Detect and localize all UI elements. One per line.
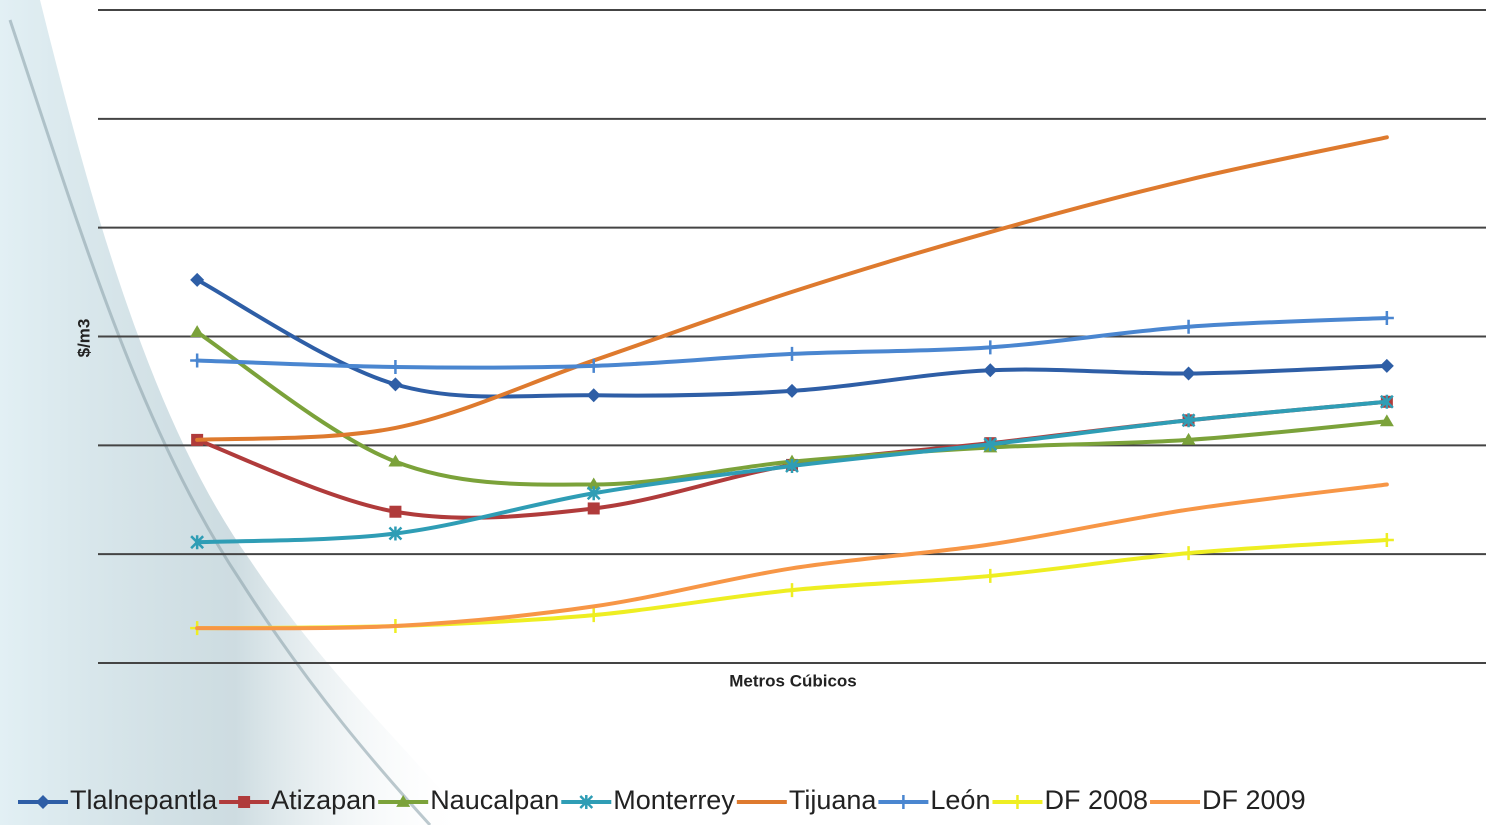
marker [389,505,402,518]
marker [1379,358,1394,373]
legend-label: León [930,785,990,815]
marker [396,795,411,807]
background-splash-edge [8,19,432,825]
marker [1379,310,1394,325]
marker [388,359,403,374]
marker [587,502,600,515]
x-axis-label: Metros Cúbicos [729,671,857,690]
marker [388,526,403,541]
legend-label: Atizapan [271,785,376,815]
marker [190,272,205,287]
marker [785,459,799,474]
marker [1181,432,1196,445]
marker [1181,413,1196,428]
marker [1379,533,1394,548]
legend-label: Naucalpan [430,785,559,815]
plot [190,135,1394,636]
marker [1379,394,1394,409]
marker [388,454,403,467]
marker [579,795,594,809]
series-line [195,277,1389,399]
marker [586,388,601,403]
marker [190,353,205,368]
y-axis-label: $/m3 [74,319,93,358]
marker [785,383,799,398]
series-line [195,135,1389,442]
marker [785,583,799,598]
grid [98,9,1486,664]
marker [586,608,601,623]
marker [586,477,601,490]
marker [983,437,998,452]
marker [983,340,998,355]
marker [896,795,911,809]
marker [238,796,251,808]
marker [586,486,601,501]
marker [1181,366,1196,381]
series-line [195,482,1389,631]
marker [190,325,205,338]
marker [983,363,998,378]
legend-label: Monterrey [613,785,735,815]
legend-label: Tijuana [789,785,878,815]
marker [586,358,601,373]
marker [1181,319,1196,334]
marker [983,568,998,583]
marker [388,377,403,392]
legend-label: DF 2009 [1202,785,1306,815]
legend-label: Tlalnepantla [70,785,218,815]
marker [190,535,205,550]
legend-label: DF 2008 [1044,785,1148,815]
marker [1010,795,1025,809]
legend: Tlalnepantla Atizapan Naucalpan Monterrey Ti… [18,785,1306,815]
marker [36,795,50,809]
marker [1379,414,1394,427]
marker [1181,546,1196,561]
background-splash [0,0,470,825]
marker [785,346,799,361]
